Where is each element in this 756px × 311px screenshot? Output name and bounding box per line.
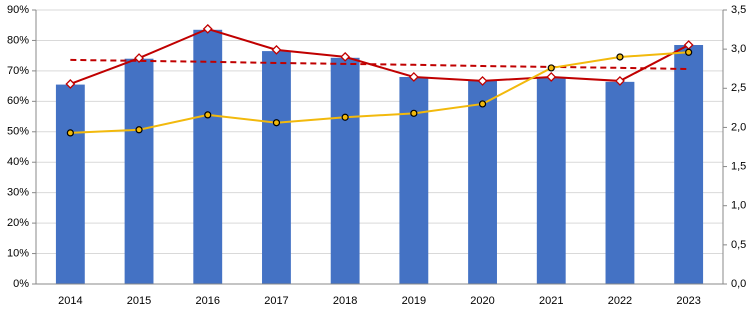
marker — [135, 126, 143, 134]
marker — [66, 129, 74, 137]
x-tick-label: 2017 — [264, 295, 288, 307]
marker — [341, 113, 349, 121]
marker — [340, 51, 351, 62]
y-tick-label: 20% — [7, 217, 29, 229]
y-tick-label: 60% — [7, 95, 29, 107]
y2-tick-label: 0,5 — [731, 239, 746, 251]
x-tick-label: 2016 — [196, 295, 220, 307]
x-tick-label: 2020 — [470, 295, 494, 307]
line — [69, 27, 690, 85]
marker — [615, 76, 625, 86]
y2-tick-label: 3,0 — [731, 43, 746, 55]
y-tick-label: 40% — [7, 156, 29, 168]
y-tick-label: 50% — [7, 126, 29, 138]
y-tick-label: 30% — [7, 187, 29, 199]
marker — [271, 44, 282, 55]
bar — [330, 57, 360, 285]
marker — [410, 109, 418, 117]
x-tick-label: 2018 — [333, 295, 357, 307]
y-tick-label: 80% — [7, 34, 29, 46]
y2-tick-label: 2,0 — [731, 121, 746, 133]
marker — [546, 72, 557, 82]
x-tick-label: 2014 — [58, 295, 82, 307]
y2-tick-label: 0,0 — [731, 278, 746, 290]
bar — [262, 51, 291, 284]
y2-tick-label: 1,5 — [731, 160, 746, 172]
bar — [674, 45, 704, 285]
y-tick-label: 10% — [7, 247, 29, 259]
x-tick-label: 2015 — [127, 295, 151, 307]
bar — [605, 81, 635, 284]
marker — [547, 64, 555, 72]
bar — [399, 76, 429, 284]
marker — [616, 53, 624, 61]
line — [70, 58, 689, 71]
y2-tick-label: 3,5 — [731, 4, 746, 16]
x-tick-label: 2022 — [608, 295, 632, 307]
y-tick-label: 0% — [13, 278, 29, 290]
x-tick-label: 2023 — [676, 295, 700, 307]
x-tick-label: 2019 — [402, 295, 426, 307]
y2-tick-label: 1,0 — [731, 200, 746, 212]
x-tick-label: 2021 — [539, 295, 563, 307]
marker — [408, 72, 419, 82]
marker — [65, 79, 76, 89]
marker — [204, 111, 212, 119]
line — [70, 51, 689, 134]
bar — [55, 84, 85, 284]
marker — [202, 23, 213, 34]
y-tick-label: 70% — [7, 65, 29, 77]
marker — [685, 48, 693, 56]
bar — [468, 80, 497, 285]
y2-tick-label: 2,5 — [731, 82, 746, 94]
marker — [272, 119, 281, 127]
bar — [536, 76, 566, 284]
y-tick-label: 90% — [7, 4, 29, 16]
bar — [124, 58, 154, 284]
marker — [478, 100, 487, 108]
marker — [477, 76, 488, 86]
bar — [193, 29, 223, 284]
